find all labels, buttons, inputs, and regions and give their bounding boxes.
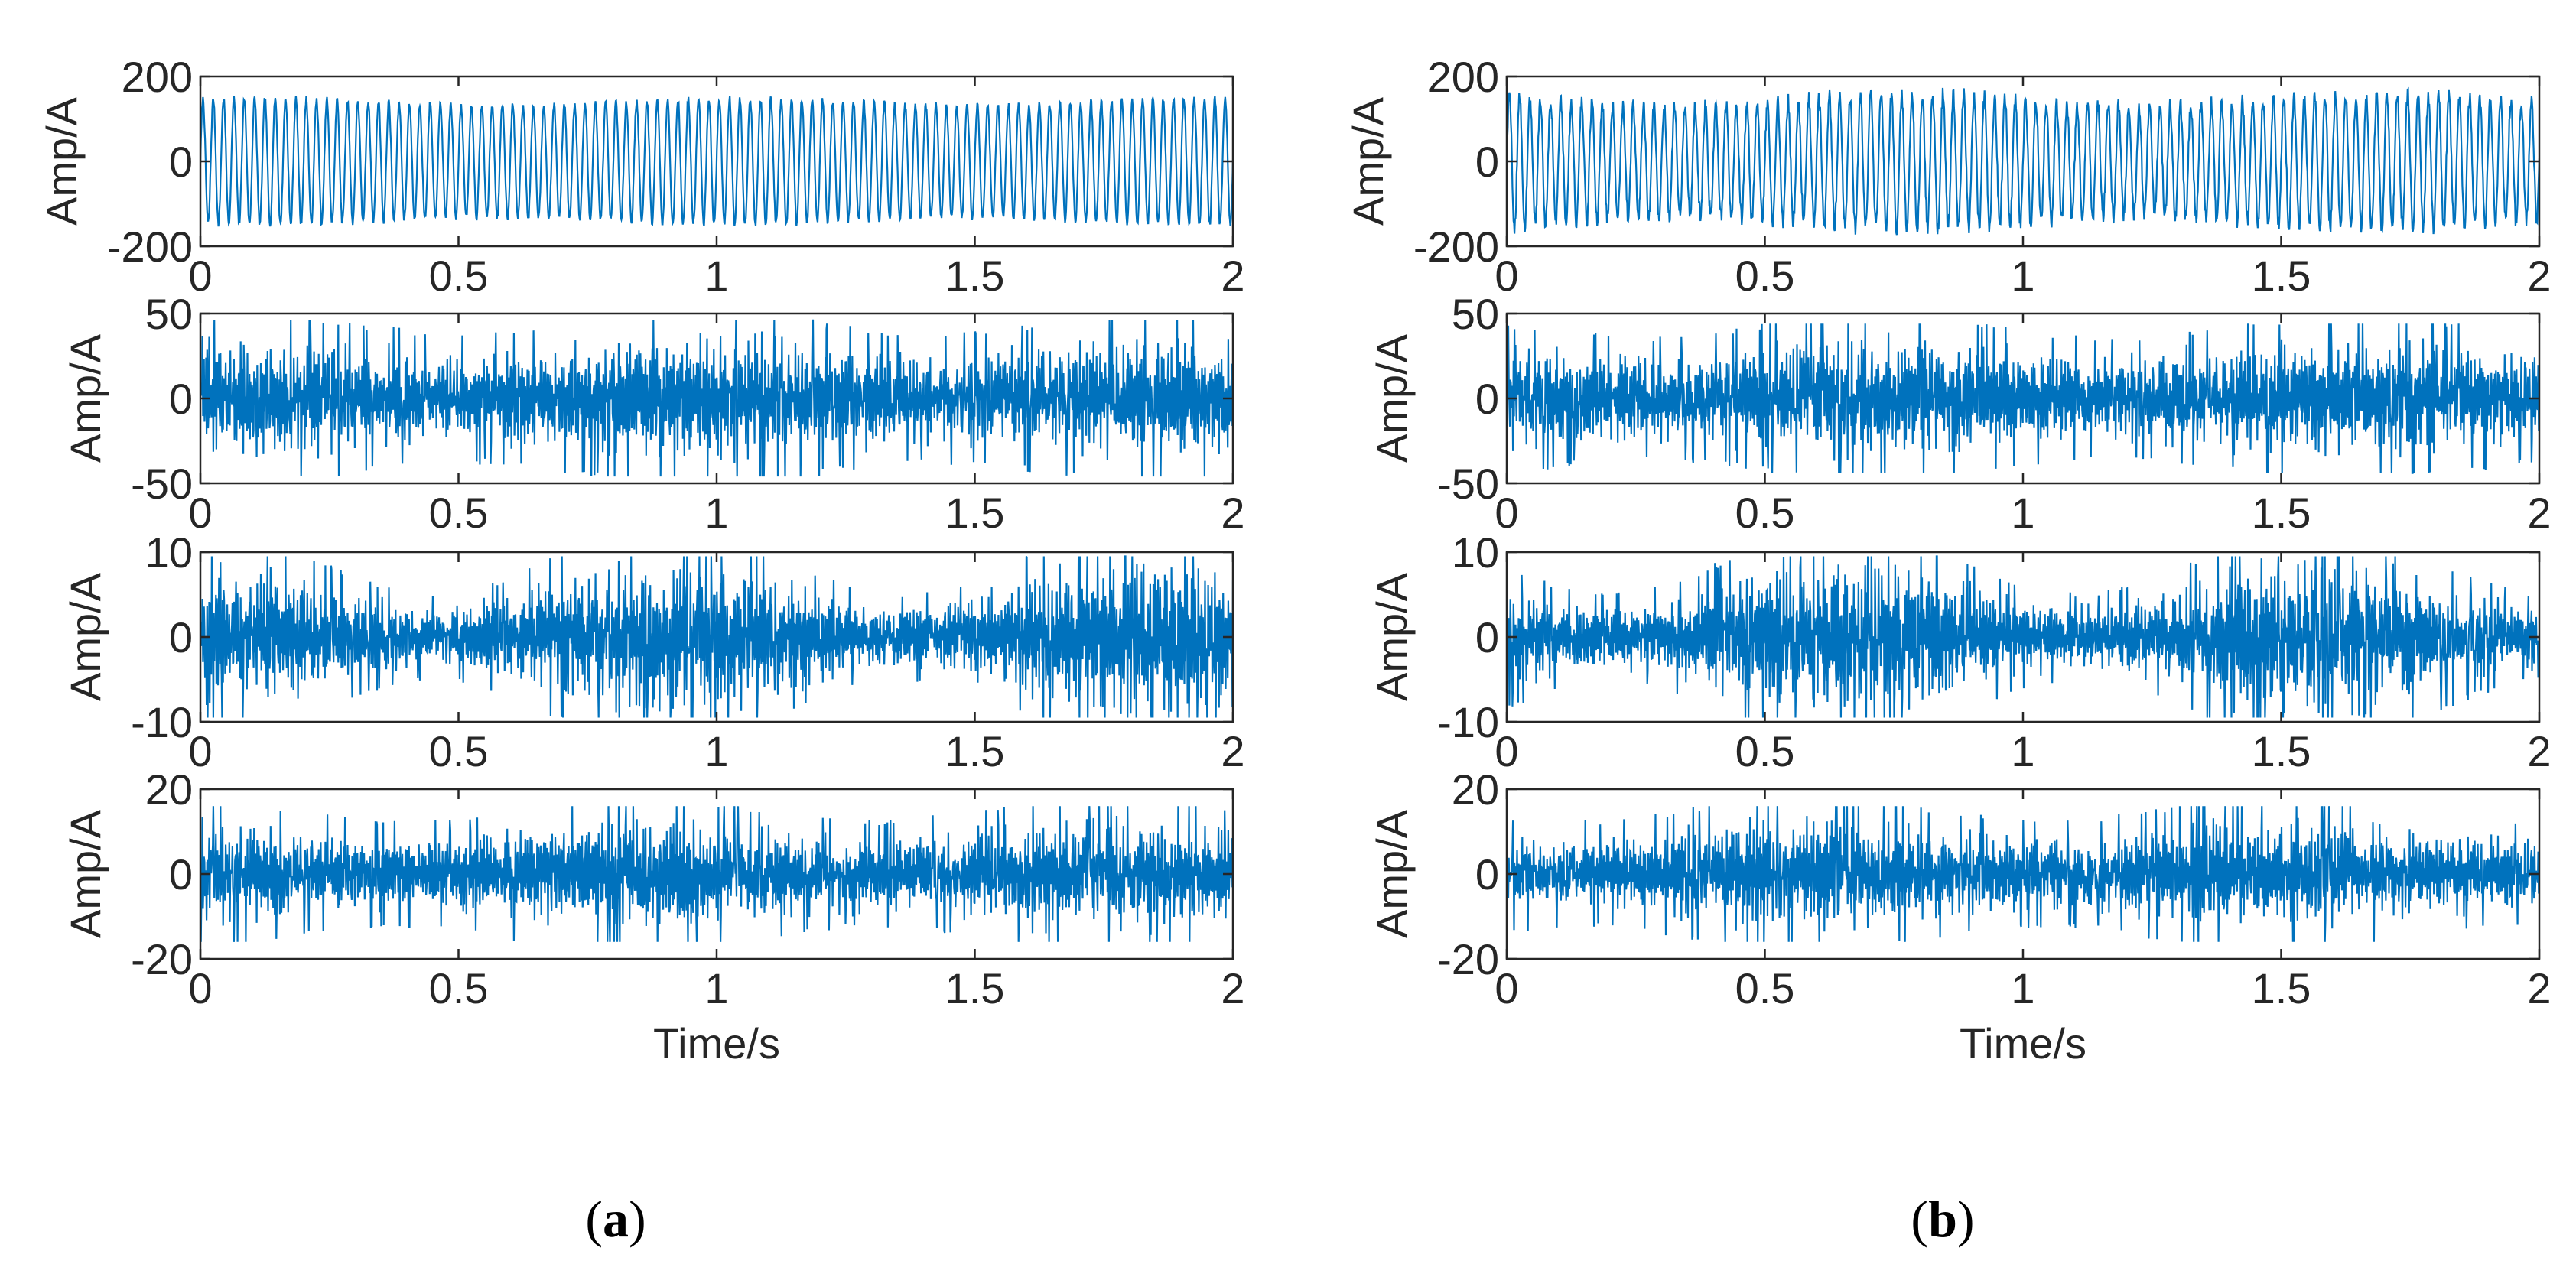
x-axis-label: Time/s	[653, 1019, 780, 1067]
series-line	[1507, 555, 2539, 718]
y-tick-label: -200	[1413, 223, 1499, 271]
y-axis-label: Amp/A	[61, 333, 109, 463]
y-tick-label: 0	[169, 138, 193, 186]
x-tick-label: 1.5	[2252, 964, 2311, 1012]
y-tick-label: 200	[122, 53, 193, 101]
series-line	[200, 806, 1233, 942]
x-tick-label: 0	[1495, 489, 1518, 537]
y-axis-label: Amp/A	[61, 572, 109, 701]
y-tick-label: 0	[1475, 375, 1499, 423]
y-axis-label: Amp/A	[1344, 96, 1392, 226]
panel-label-b: (b)	[1911, 1190, 1975, 1248]
y-tick-label: 0	[169, 613, 193, 661]
x-tick-label: 0.5	[429, 964, 489, 1012]
x-tick-label: 2	[1221, 727, 1244, 775]
y-tick-label: 0	[1475, 850, 1499, 898]
y-tick-label: 0	[1475, 613, 1499, 661]
x-tick-label: 1	[2011, 252, 2034, 300]
x-tick-label: 0.5	[1735, 964, 1795, 1012]
y-tick-label: -10	[131, 698, 193, 746]
x-tick-label: 1.5	[945, 489, 1005, 537]
x-tick-label: 2	[1221, 964, 1244, 1012]
y-axis-label: Amp/A	[61, 809, 109, 938]
y-tick-label: 0	[1475, 138, 1499, 186]
x-tick-label: 0.5	[1735, 727, 1795, 775]
series-line	[1507, 323, 2539, 474]
y-tick-label: 20	[1452, 765, 1499, 814]
x-tick-label: 0.5	[1735, 252, 1795, 300]
x-tick-label: 0.5	[1735, 489, 1795, 537]
x-tick-label: 1.5	[2252, 489, 2311, 537]
y-axis-label: Amp/A	[1368, 572, 1416, 701]
x-tick-label: 1	[2011, 727, 2034, 775]
y-axis-label: Amp/A	[37, 96, 86, 226]
y-tick-label: -10	[1437, 698, 1499, 746]
x-tick-label: 0	[188, 252, 212, 300]
x-tick-label: 1	[2011, 489, 2034, 537]
y-tick-label: -50	[131, 460, 193, 508]
y-tick-label: -20	[1437, 935, 1499, 983]
x-tick-label: 2	[1221, 489, 1244, 537]
y-tick-label: 0	[169, 850, 193, 898]
x-tick-label: 1.5	[945, 252, 1005, 300]
series-line	[1507, 86, 2539, 236]
x-axis-label: Time/s	[1960, 1019, 2086, 1067]
x-tick-label: 0.5	[429, 252, 489, 300]
x-tick-label: 0	[188, 727, 212, 775]
x-tick-label: 1	[2011, 964, 2034, 1012]
x-tick-label: 0	[1495, 727, 1518, 775]
y-tick-label: 10	[145, 528, 193, 577]
x-tick-label: 1	[704, 727, 728, 775]
x-tick-label: 1	[704, 964, 728, 1012]
y-tick-label: -20	[131, 935, 193, 983]
x-tick-label: 0	[188, 964, 212, 1012]
y-tick-label: 10	[1452, 528, 1499, 577]
x-tick-label: 2	[1221, 252, 1244, 300]
y-tick-label: 50	[145, 290, 193, 338]
x-tick-label: 1.5	[2252, 727, 2311, 775]
y-tick-label: 0	[169, 375, 193, 423]
x-tick-label: 2	[2527, 727, 2551, 775]
panel-label-a: (a)	[585, 1190, 646, 1248]
x-tick-label: 1	[704, 489, 728, 537]
x-tick-label: 1	[704, 252, 728, 300]
x-tick-label: 0	[188, 489, 212, 537]
x-tick-label: 0.5	[429, 727, 489, 775]
x-tick-label: 1.5	[945, 964, 1005, 1012]
x-tick-label: 2	[2527, 964, 2551, 1012]
series-line	[1507, 806, 2539, 942]
y-tick-label: -50	[1437, 460, 1499, 508]
y-tick-label: -200	[107, 223, 193, 271]
y-axis-label: Amp/A	[1368, 809, 1416, 938]
x-tick-label: 1.5	[945, 727, 1005, 775]
x-tick-label: 1.5	[2252, 252, 2311, 300]
x-tick-label: 0	[1495, 964, 1518, 1012]
series-line	[200, 95, 1233, 227]
y-tick-label: 200	[1428, 53, 1499, 101]
y-axis-label: Amp/A	[1368, 333, 1416, 463]
x-tick-label: 0	[1495, 252, 1518, 300]
series-line	[200, 555, 1233, 718]
y-tick-label: 50	[1452, 290, 1499, 338]
series-line	[200, 319, 1233, 477]
x-tick-label: 2	[2527, 489, 2551, 537]
y-tick-label: 20	[145, 765, 193, 814]
x-tick-label: 0.5	[429, 489, 489, 537]
x-tick-label: 2	[2527, 252, 2551, 300]
